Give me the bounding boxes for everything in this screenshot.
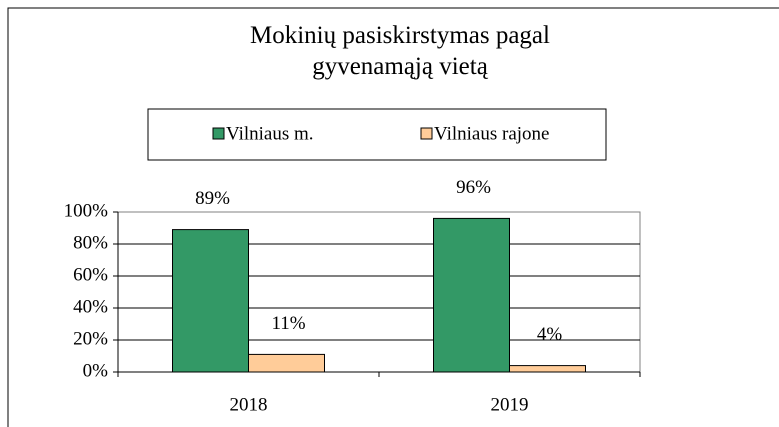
chart-title: Mokinių pasiskirstymas pagal gyvenamąją …: [250, 22, 550, 80]
x-tick-label: 2019: [491, 394, 529, 415]
data-label: 89%: [195, 188, 230, 209]
legend-label: Vilniaus m.: [226, 123, 314, 144]
bar: [248, 353, 325, 373]
legend-swatch: [420, 127, 433, 140]
bar: [172, 229, 249, 373]
data-label: 96%: [456, 177, 491, 198]
y-tick-label: 20%: [73, 328, 108, 349]
legend-label: Vilniaus rajone: [434, 123, 549, 144]
y-tick-label: 80%: [73, 232, 108, 253]
x-tick-label: 2018: [230, 394, 268, 415]
data-label: 11%: [271, 313, 305, 334]
y-tick-label: 0%: [83, 360, 109, 381]
bar: [433, 217, 510, 373]
data-label: 4%: [537, 324, 563, 345]
y-tick-label: 60%: [73, 264, 108, 285]
y-tick-label: 40%: [73, 296, 108, 317]
bar: [509, 365, 586, 373]
legend-swatch: [212, 127, 225, 140]
y-tick-label: 100%: [64, 200, 109, 221]
